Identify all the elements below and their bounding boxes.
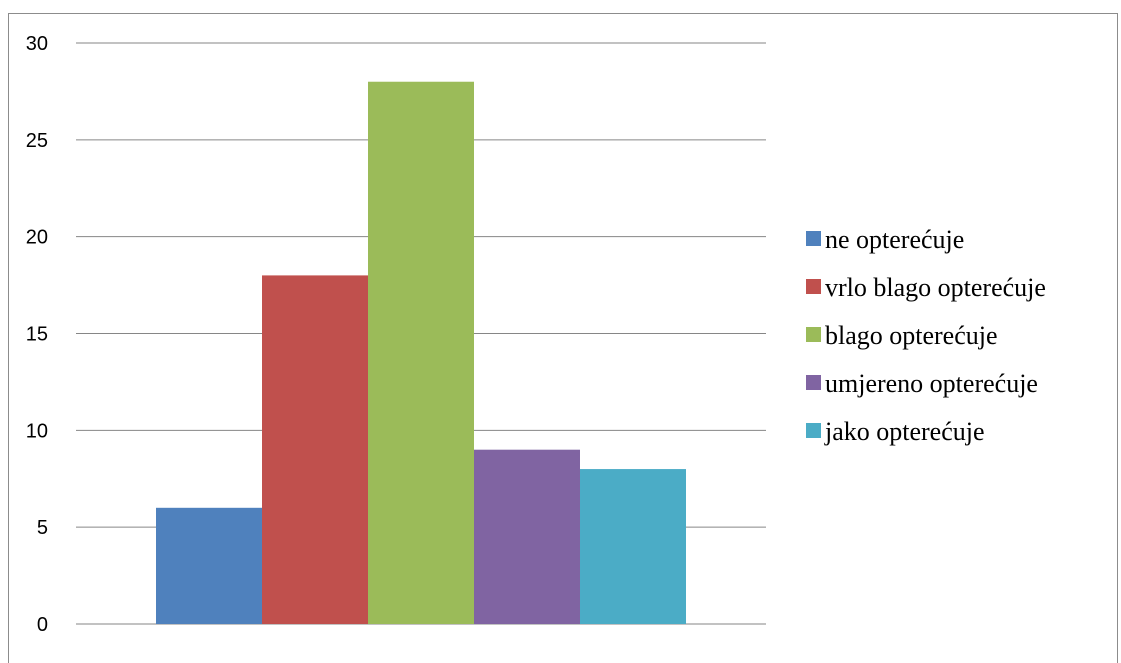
bar-2 xyxy=(262,275,368,624)
chart-frame xyxy=(8,13,1118,663)
legend-swatch-2 xyxy=(806,279,821,294)
bar-1 xyxy=(156,507,262,624)
bars xyxy=(156,81,686,624)
legend-swatch-4 xyxy=(806,375,821,390)
bar-3 xyxy=(368,81,474,624)
legend-swatch-5 xyxy=(806,423,821,438)
y-axis-ticks: 0 5 10 15 20 25 30 xyxy=(26,33,48,636)
legend-swatch-1 xyxy=(806,231,821,246)
y-tick-label: 5 xyxy=(37,517,48,539)
bar-5 xyxy=(580,469,686,624)
bar-4 xyxy=(474,449,580,624)
y-tick-label: 20 xyxy=(26,227,48,249)
y-tick-label: 30 xyxy=(26,33,48,55)
y-tick-label: 0 xyxy=(37,614,48,636)
legend-swatch-3 xyxy=(806,327,821,342)
legend-label-5: jako opterećuje xyxy=(824,417,985,446)
legend-label-1: ne opterećuje xyxy=(825,225,964,254)
legend-label-2: vrlo blago opterećuje xyxy=(825,273,1046,302)
legend-label-3: blago opterećuje xyxy=(825,321,998,350)
y-tick-label: 25 xyxy=(26,130,48,152)
y-tick-label: 10 xyxy=(26,420,48,442)
legend-label-4: umjereno opterećuje xyxy=(825,369,1038,398)
y-tick-label: 15 xyxy=(26,324,48,346)
legend: ne opterećuje vrlo blago opterećuje blago … xyxy=(806,225,1046,446)
